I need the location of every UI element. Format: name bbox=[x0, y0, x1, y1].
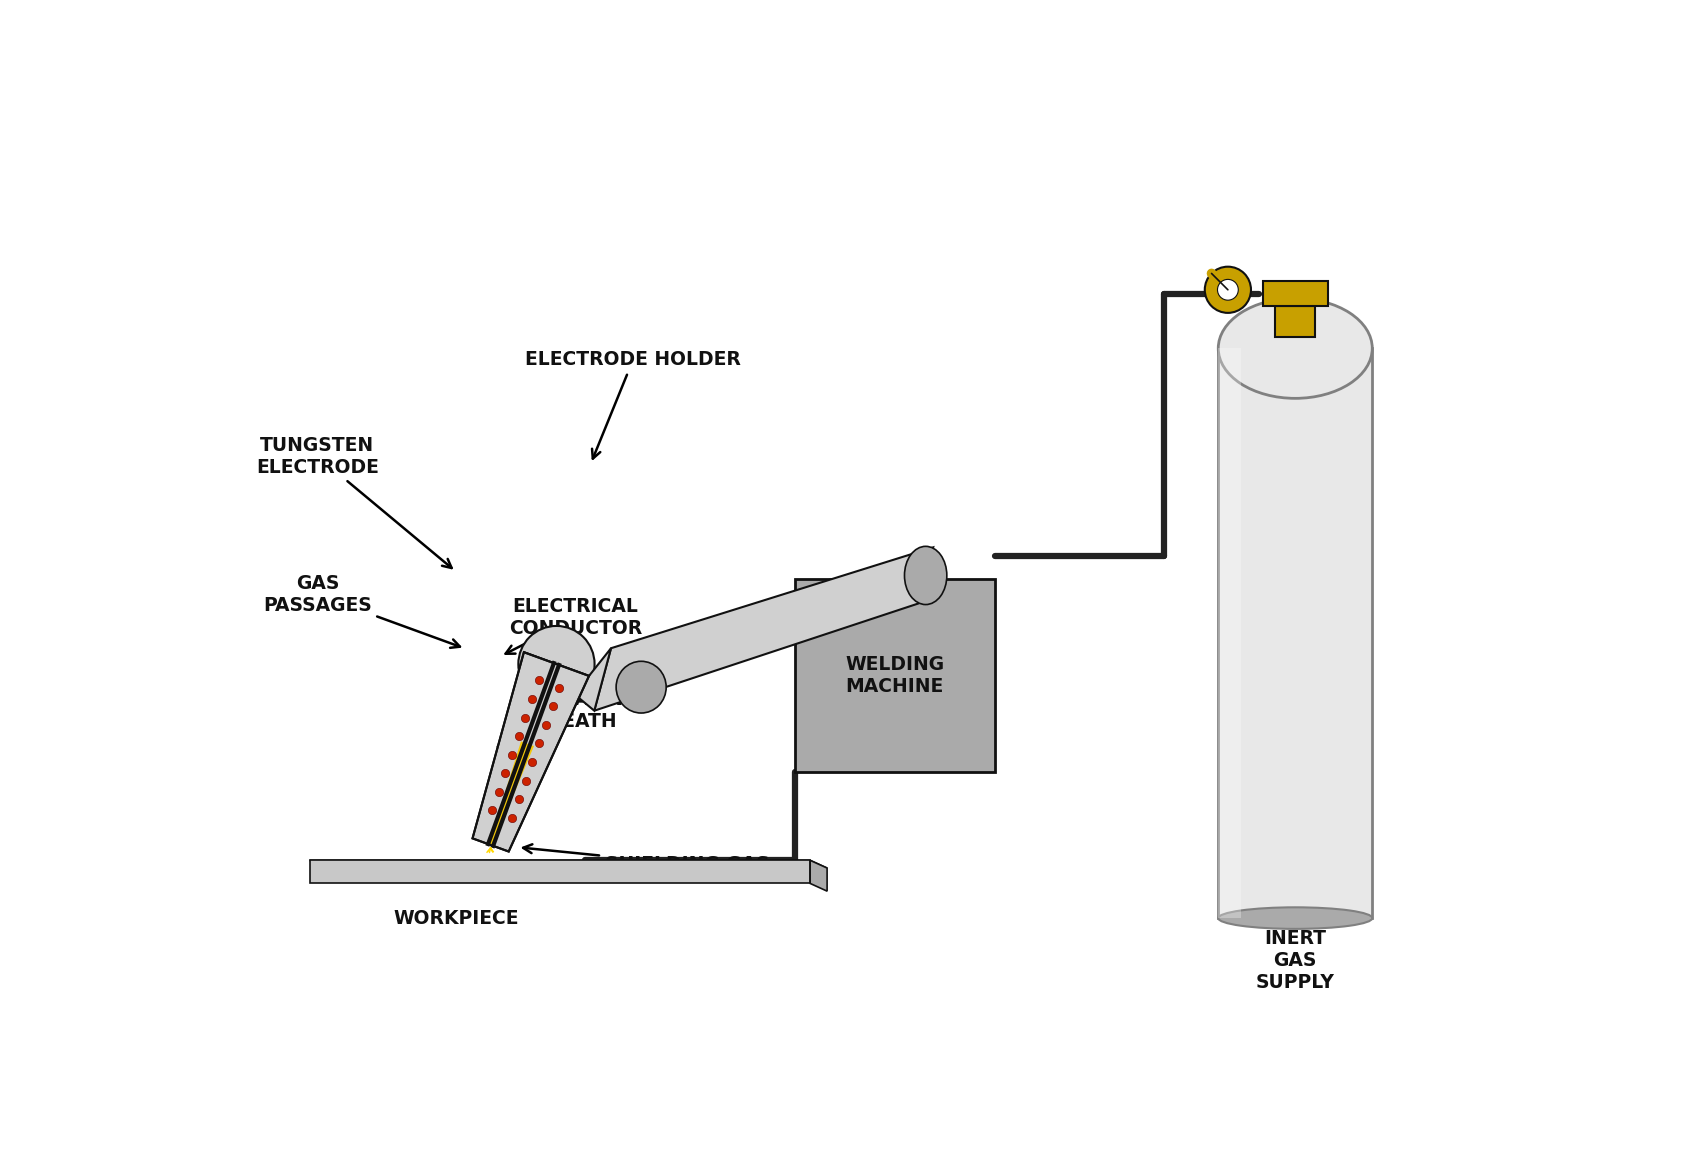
Text: GAS
PASSAGES: GAS PASSAGES bbox=[262, 574, 460, 648]
Bar bbox=[1218, 349, 1241, 918]
Bar bbox=[794, 579, 995, 772]
Text: ELECTRODE HOLDER: ELECTRODE HOLDER bbox=[525, 350, 741, 459]
Text: SHIELDING GAS: SHIELDING GAS bbox=[523, 845, 769, 874]
Text: ELECTRICAL
CONDUCTOR: ELECTRICAL CONDUCTOR bbox=[506, 598, 642, 654]
Polygon shape bbox=[523, 648, 612, 710]
Ellipse shape bbox=[1218, 298, 1372, 398]
Polygon shape bbox=[595, 548, 934, 710]
Text: TUNGSTEN
ELECTRODE: TUNGSTEN ELECTRODE bbox=[256, 435, 452, 567]
Ellipse shape bbox=[1218, 907, 1372, 929]
Circle shape bbox=[1205, 267, 1251, 312]
Text: WELDING
MACHINE: WELDING MACHINE bbox=[845, 655, 944, 696]
Polygon shape bbox=[809, 860, 826, 892]
Text: INSULATING
SHEATH: INSULATING SHEATH bbox=[498, 689, 639, 746]
Ellipse shape bbox=[617, 661, 666, 713]
Polygon shape bbox=[310, 860, 809, 883]
Polygon shape bbox=[489, 742, 533, 846]
Text: INERT
GAS
SUPPLY: INERT GAS SUPPLY bbox=[1256, 929, 1334, 992]
Ellipse shape bbox=[905, 546, 947, 605]
Polygon shape bbox=[310, 860, 826, 868]
Bar bbox=[1218, 349, 1372, 918]
Polygon shape bbox=[472, 652, 590, 852]
Bar bbox=[1275, 305, 1315, 337]
Ellipse shape bbox=[518, 626, 595, 702]
Bar bbox=[1263, 281, 1327, 305]
Text: WORKPIECE: WORKPIECE bbox=[394, 909, 518, 928]
Circle shape bbox=[1217, 280, 1239, 301]
